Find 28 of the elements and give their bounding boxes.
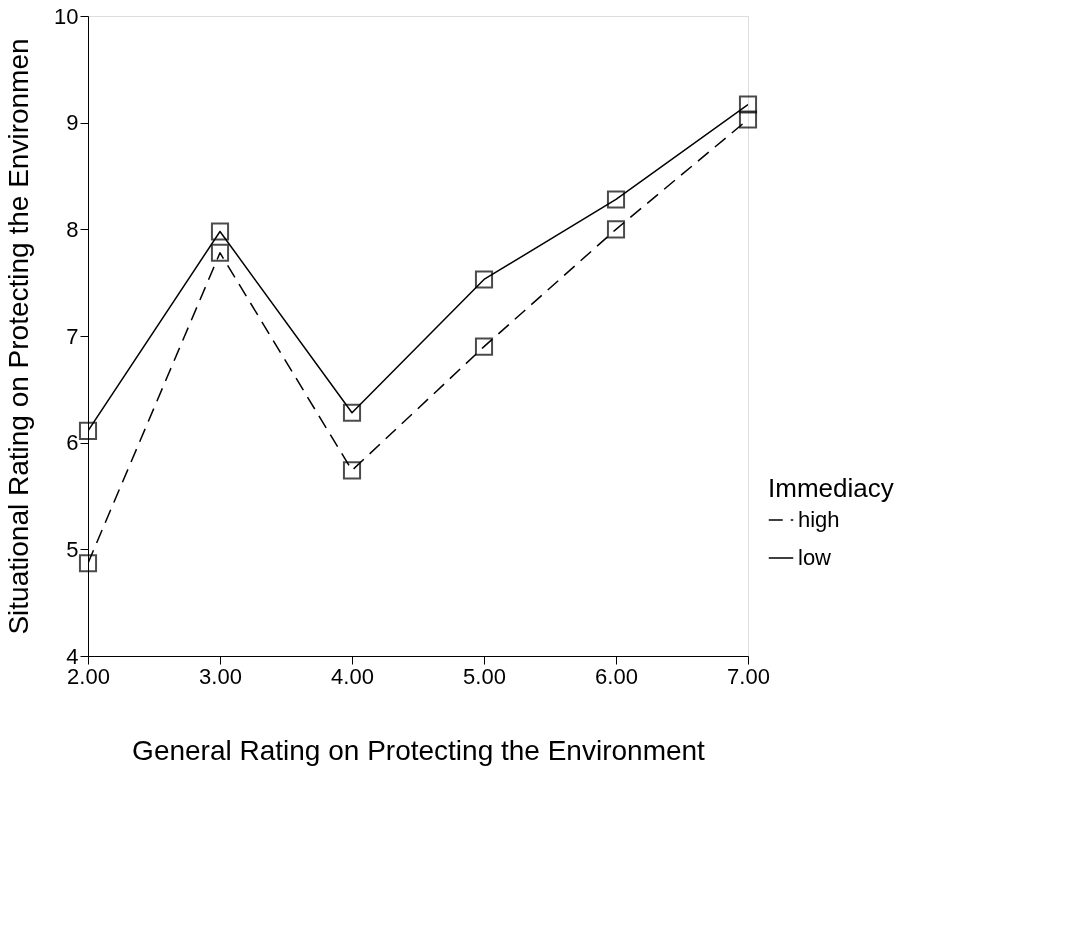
point: [342, 461, 362, 480]
y-tick-label: 9: [66, 110, 79, 136]
point: [78, 421, 98, 440]
x-axis-title: General Rating on Protecting the Environment: [132, 734, 706, 766]
x-tick-label: 3.00: [199, 663, 242, 689]
legend-label: high: [798, 507, 840, 532]
legend-label: low: [798, 545, 832, 570]
point: [474, 270, 494, 289]
point: [738, 110, 758, 129]
y-tick-label: 6: [66, 430, 79, 456]
x-tick-label: 5.00: [463, 663, 506, 689]
y-tick-label: 8: [66, 216, 79, 242]
point: [342, 403, 362, 422]
x-tick-label: 6.00: [595, 663, 638, 689]
point: [738, 95, 758, 114]
y-axis-title: Situational Rating on Protecting the Environmen: [3, 38, 35, 635]
point: [210, 222, 230, 241]
point: [606, 190, 626, 209]
point: [210, 243, 230, 262]
y-tick-label: 5: [66, 536, 79, 562]
y-tick-label: 7: [66, 323, 79, 349]
y-tick-label: 10: [54, 3, 79, 29]
point: [474, 337, 494, 356]
legend-title: Immediacy: [768, 473, 894, 503]
point: [78, 554, 98, 573]
x-tick-label: 7.00: [727, 663, 770, 689]
point: [606, 220, 626, 239]
x-tick-label: 4.00: [331, 663, 374, 689]
